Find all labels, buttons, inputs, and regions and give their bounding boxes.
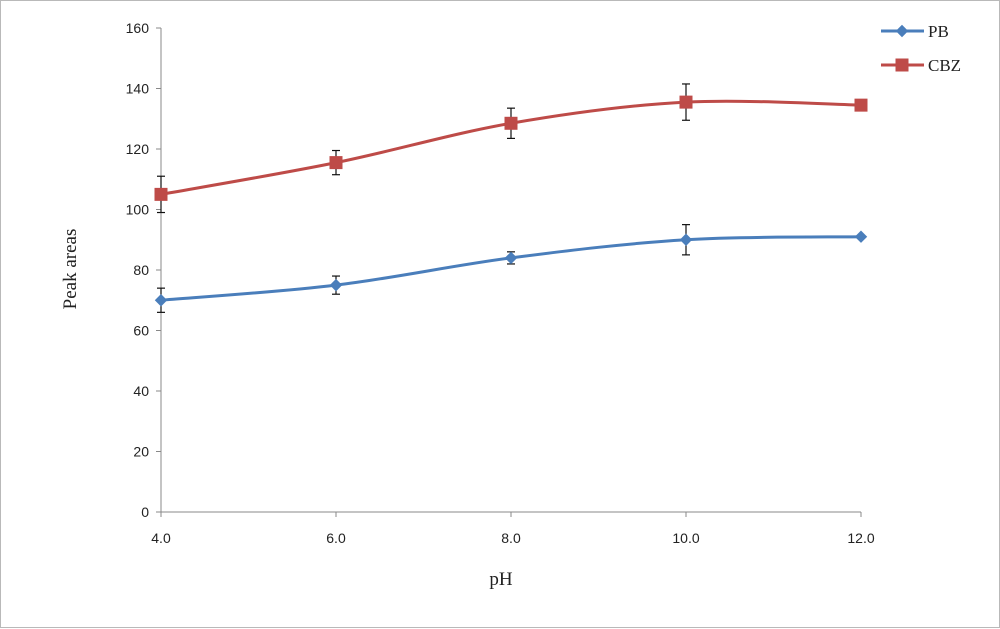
data-point-cbz — [504, 116, 518, 130]
x-axis-title: pH — [489, 569, 513, 590]
y-tick-label: 80 — [133, 262, 149, 278]
legend-marker-cbz — [895, 58, 909, 72]
y-axis-title: Peak areas — [60, 229, 81, 310]
data-point-cbz — [854, 98, 868, 112]
data-point-cbz — [154, 187, 168, 201]
legend-marker-pb — [895, 24, 909, 38]
legend-label-pb: PB — [928, 22, 949, 41]
plot-area: 0 20 40 60 80 100 120 140 160 4.0 6.0 8.0 10.0 12.0 — [126, 20, 875, 546]
data-point-pb — [329, 278, 343, 292]
data-point-cbz — [679, 95, 693, 109]
series-line-pb — [160, 235, 862, 302]
y-tick-label: 140 — [126, 81, 150, 97]
data-point-pb — [679, 233, 693, 246]
x-tick-label: 12.0 — [847, 530, 874, 546]
legend-label-cbz: CBZ — [928, 56, 961, 75]
data-point-pb — [504, 251, 518, 265]
data-point-pb — [854, 230, 868, 243]
x-tick-label: 6.0 — [326, 530, 346, 546]
x-tick-label: 8.0 — [501, 530, 521, 546]
y-tick-label: 160 — [126, 20, 150, 36]
x-tick-label: 10.0 — [672, 530, 699, 546]
y-tick-label: 0 — [141, 504, 149, 520]
legend: PB CBZ — [881, 22, 961, 75]
x-tick-label: 4.0 — [151, 530, 171, 546]
y-tick-label: 100 — [126, 202, 150, 218]
data-point-cbz — [329, 156, 343, 170]
y-tick-label: 20 — [133, 444, 149, 460]
data-point-pb — [154, 294, 168, 307]
y-tick-label: 120 — [126, 141, 150, 157]
y-tick-label: 40 — [133, 383, 149, 399]
y-tick-label: 60 — [133, 323, 149, 339]
